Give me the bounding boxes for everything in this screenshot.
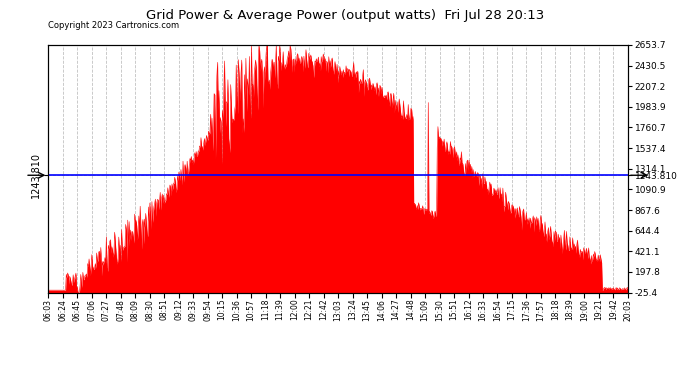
Text: Grid Power & Average Power (output watts)  Fri Jul 28 20:13: Grid Power & Average Power (output watts… [146,9,544,22]
Text: Copyright 2023 Cartronics.com: Copyright 2023 Cartronics.com [48,21,179,30]
